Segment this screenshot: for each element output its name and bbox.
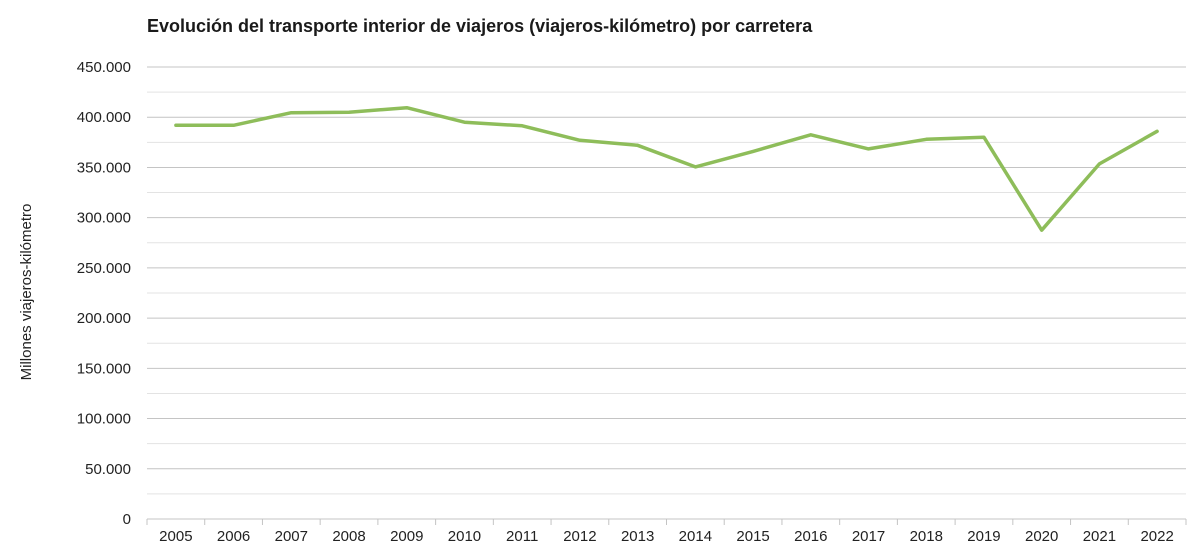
x-tick-label: 2013: [621, 528, 654, 545]
series-line: [174, 105, 1159, 232]
y-tick-label: 250.000: [77, 260, 131, 277]
x-axis-ticks: 2005 2006 2007 2008 2009 2010 2011 2012 2013 2014…: [159, 528, 1174, 545]
x-tick-label: 2019: [967, 528, 1000, 545]
x-tick-label: 2022: [1140, 528, 1173, 545]
y-axis-label: Millones viajeros-kilómetro: [18, 204, 35, 381]
x-tick-label: 2021: [1083, 528, 1116, 545]
data-point[interactable]: [462, 120, 466, 124]
data-point[interactable]: [1155, 129, 1159, 133]
data-point[interactable]: [636, 143, 640, 147]
x-tick-label: 2015: [736, 528, 769, 545]
data-point[interactable]: [867, 147, 871, 151]
x-tick-label: 2017: [852, 528, 885, 545]
grid-layer: [146, 66, 1187, 525]
chart-title: Evolución del transporte interior de via…: [147, 16, 813, 36]
data-point[interactable]: [347, 110, 351, 114]
series-layer: [174, 105, 1159, 232]
x-tick-label: 2014: [679, 528, 712, 545]
data-point[interactable]: [578, 138, 582, 142]
x-tick-label: 2012: [563, 528, 596, 545]
y-tick-label: 50.000: [85, 461, 131, 478]
x-tick-label: 2009: [390, 528, 423, 545]
data-point[interactable]: [1040, 228, 1044, 232]
y-tick-label: 0: [123, 511, 131, 528]
x-tick-label: 2011: [506, 528, 538, 545]
data-point[interactable]: [809, 133, 813, 137]
x-tick-label: 2020: [1025, 528, 1058, 545]
y-tick-label: 300.000: [77, 210, 131, 227]
x-tick-label: 2007: [275, 528, 308, 545]
x-tick-label: 2018: [910, 528, 943, 545]
data-point[interactable]: [1097, 162, 1101, 166]
data-point[interactable]: [232, 123, 236, 127]
data-point[interactable]: [289, 111, 293, 115]
data-point[interactable]: [982, 135, 986, 139]
y-tick-label: 200.000: [77, 310, 131, 327]
x-tick-label: 2006: [217, 528, 250, 545]
data-point[interactable]: [924, 137, 928, 141]
data-point[interactable]: [751, 149, 755, 153]
data-point[interactable]: [520, 124, 524, 128]
y-tick-label: 350.000: [77, 159, 131, 176]
x-tick-label: 2008: [332, 528, 365, 545]
y-tick-label: 150.000: [77, 360, 131, 377]
data-point[interactable]: [174, 123, 178, 127]
y-tick-label: 100.000: [77, 411, 131, 428]
y-tick-label: 400.000: [77, 109, 131, 126]
x-tick-label: 2016: [794, 528, 827, 545]
data-point[interactable]: [405, 106, 409, 110]
y-tick-label: 450.000: [77, 59, 131, 76]
y-axis-ticks: 0 50.000 100.000 150.000 200.000 250.000 300.0…: [77, 59, 131, 528]
data-point[interactable]: [693, 165, 697, 169]
x-tick-label: 2005: [159, 528, 192, 545]
x-tick-label: 2010: [448, 528, 481, 545]
